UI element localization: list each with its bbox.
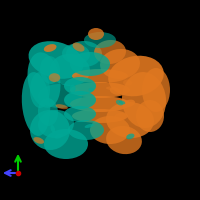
Ellipse shape — [116, 100, 123, 105]
Ellipse shape — [51, 125, 55, 133]
Ellipse shape — [123, 80, 133, 86]
Ellipse shape — [84, 32, 116, 48]
Ellipse shape — [88, 28, 104, 40]
Ellipse shape — [106, 86, 117, 90]
Ellipse shape — [85, 124, 94, 128]
Ellipse shape — [123, 100, 135, 107]
Ellipse shape — [55, 134, 63, 139]
Ellipse shape — [49, 73, 60, 82]
Ellipse shape — [38, 84, 82, 108]
Ellipse shape — [110, 87, 121, 95]
Ellipse shape — [62, 44, 90, 64]
Ellipse shape — [73, 43, 85, 52]
Ellipse shape — [122, 72, 166, 128]
Ellipse shape — [106, 102, 154, 138]
Ellipse shape — [44, 129, 88, 159]
Ellipse shape — [30, 72, 50, 108]
Ellipse shape — [126, 134, 134, 139]
Ellipse shape — [64, 77, 96, 95]
Ellipse shape — [28, 52, 60, 108]
Ellipse shape — [38, 98, 58, 126]
Ellipse shape — [44, 44, 57, 52]
Ellipse shape — [66, 41, 102, 67]
Ellipse shape — [90, 116, 130, 144]
Ellipse shape — [114, 113, 126, 121]
Ellipse shape — [50, 54, 90, 86]
Ellipse shape — [68, 120, 104, 140]
Ellipse shape — [64, 91, 96, 109]
Ellipse shape — [119, 100, 125, 104]
Ellipse shape — [70, 52, 110, 76]
Ellipse shape — [108, 56, 164, 96]
Ellipse shape — [100, 49, 140, 79]
Ellipse shape — [136, 100, 164, 132]
Ellipse shape — [56, 104, 68, 109]
Ellipse shape — [94, 40, 126, 64]
Ellipse shape — [70, 82, 130, 98]
Ellipse shape — [29, 41, 83, 79]
Ellipse shape — [72, 69, 128, 83]
Ellipse shape — [38, 110, 74, 138]
Ellipse shape — [88, 88, 94, 92]
Ellipse shape — [33, 137, 44, 144]
Ellipse shape — [72, 109, 128, 123]
Ellipse shape — [30, 110, 70, 150]
Ellipse shape — [70, 85, 76, 93]
Ellipse shape — [64, 106, 96, 122]
Ellipse shape — [22, 72, 50, 136]
Ellipse shape — [70, 96, 130, 112]
Ellipse shape — [142, 68, 170, 112]
Ellipse shape — [106, 126, 142, 154]
Ellipse shape — [40, 56, 60, 84]
